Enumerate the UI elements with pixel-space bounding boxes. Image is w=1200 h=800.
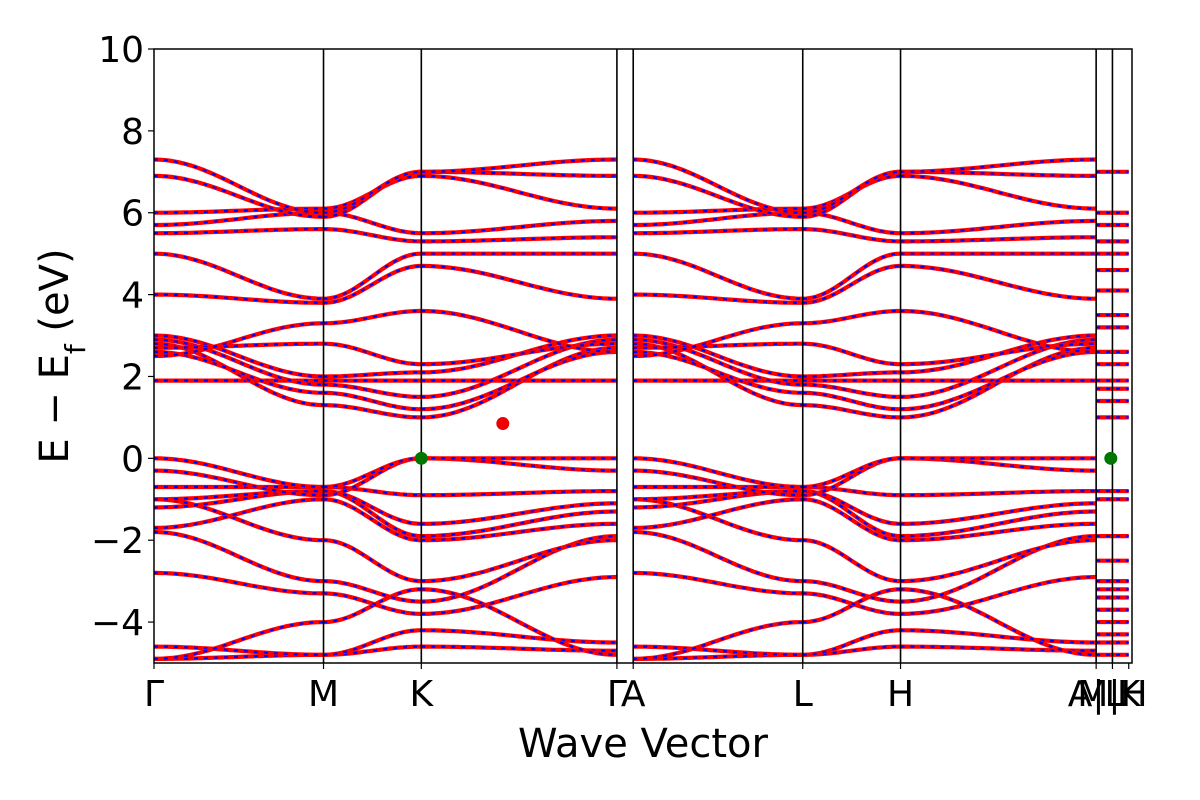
plot-frame <box>153 48 1133 664</box>
y-axis-label-subscript: f <box>59 343 92 354</box>
band-line-dashed-17 <box>154 342 1097 366</box>
y-axis-label-unit: (eV) <box>32 248 78 344</box>
x-tick-label-2: K <box>410 674 435 715</box>
band-line-dashed-5 <box>154 498 1097 583</box>
band-line-21 <box>154 227 1097 244</box>
vbm-marker-ml <box>1104 451 1118 465</box>
y-tick-label-5: 6 <box>121 194 144 235</box>
x-tick-label-8: M|H <box>1077 674 1147 715</box>
y-tick-label-0: −4 <box>91 603 144 644</box>
x-tick-label-6: H <box>887 674 914 715</box>
band-line-7 <box>154 489 1097 539</box>
x-tick-label-1: M <box>308 674 339 715</box>
y-tick-label-2: 0 <box>121 439 144 480</box>
band-line-dashed-3 <box>154 571 1097 615</box>
band-line-dashed-1 <box>154 629 1097 656</box>
y-axis-ticks: −4 −2 0 2 4 6 8 10 <box>91 30 154 644</box>
x-tick-label-5: L <box>793 674 813 715</box>
y-tick-label-6: 8 <box>121 112 144 153</box>
y-tick-label-4: 4 <box>121 276 144 317</box>
band-line-20 <box>154 251 1097 301</box>
cbm-marker <box>496 417 510 431</box>
band-line-dashed-22 <box>154 211 1097 235</box>
band-line-dashed-8 <box>154 490 1097 525</box>
band-line-dashed-18 <box>154 309 1097 358</box>
band-line-dashed-19 <box>154 264 1097 304</box>
band-line-dashed-15 <box>154 338 1097 398</box>
y-tick-label-3: 2 <box>121 357 144 398</box>
band-line-dashed-4 <box>154 530 1097 603</box>
x-tick-label-4: A <box>621 674 646 715</box>
high-symmetry-lines <box>322 49 1114 663</box>
y-tick-label-7: 10 <box>98 30 144 71</box>
band-line-9 <box>154 484 1097 498</box>
band-edge-markers <box>414 417 1118 465</box>
x-tick-label-0: Γ <box>144 674 164 715</box>
band-line-dashed-6 <box>154 498 1097 542</box>
x-axis-ticks: Γ M K ΓA L H A|LM|HK <box>144 663 1148 715</box>
band-line-0 <box>154 644 1097 661</box>
band-line-dashed-10 <box>154 457 1097 497</box>
x-tick-label-9: K <box>1117 674 1142 715</box>
y-axis-label: E − Ef (eV) <box>32 248 92 463</box>
band-line-dashed-11 <box>154 457 1097 489</box>
x-tick-label-7: A|L <box>1068 674 1125 715</box>
y-axis-label-main: E − E <box>32 354 78 464</box>
x-axis-label: Wave Vector <box>518 721 769 767</box>
x-tick-label-3: Γ <box>607 674 627 715</box>
vbm-marker-k <box>414 451 428 465</box>
band-line-dashed-25 <box>154 158 1097 214</box>
y-tick-label-1: −2 <box>91 521 144 562</box>
band-line-dashed-14 <box>154 350 1097 411</box>
band-lines <box>154 157 1129 661</box>
